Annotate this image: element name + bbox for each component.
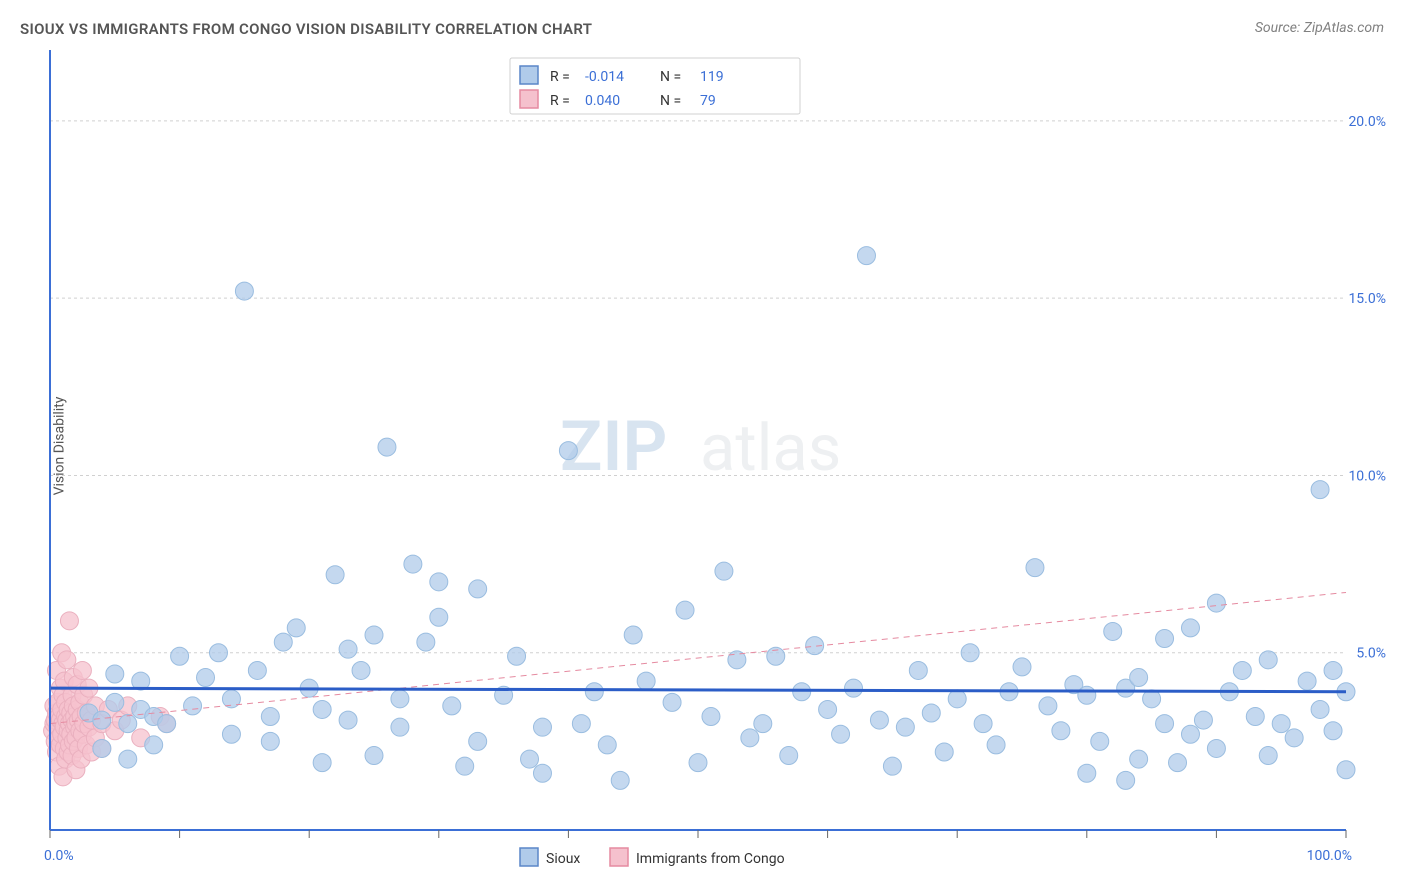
legend-swatch-blue	[520, 66, 538, 84]
svg-text:10.0%: 10.0%	[1348, 468, 1386, 484]
svg-text:0.0%: 0.0%	[44, 848, 74, 864]
svg-text:5.0%: 5.0%	[1356, 646, 1386, 662]
legend-r-label-1: R =	[550, 93, 570, 109]
axes	[50, 50, 1346, 830]
bottom-legend: Sioux Immigrants from Congo	[520, 848, 785, 867]
legend-r-value-0: -0.014	[585, 69, 624, 85]
svg-text:15.0%: 15.0%	[1348, 291, 1386, 307]
y-tick-labels: 5.0% 10.0% 15.0% 20.0%	[1348, 114, 1386, 662]
svg-text:20.0%: 20.0%	[1348, 114, 1386, 130]
legend-r-label-0: R =	[550, 69, 570, 85]
legend-n-label-1: N =	[660, 93, 681, 109]
legend-r-value-1: 0.040	[585, 93, 620, 109]
series-sioux	[80, 247, 1355, 790]
gridlines	[50, 121, 1346, 653]
bottom-legend-label-0: Sioux	[546, 851, 580, 867]
bottom-swatch-pink	[610, 848, 628, 866]
bottom-legend-label-1: Immigrants from Congo	[636, 851, 785, 867]
legend-n-label-0: N =	[660, 69, 681, 85]
legend-n-value-0: 119	[700, 69, 724, 85]
legend-swatch-pink	[520, 90, 538, 108]
bottom-swatch-blue	[520, 848, 538, 866]
legend-n-value-1: 79	[700, 93, 716, 109]
svg-text:100.0%: 100.0%	[1307, 848, 1352, 864]
watermark-atlas: atlas	[700, 410, 841, 486]
x-ticks	[50, 830, 1346, 838]
scatter-chart: ZIP atlas 5.0%10.0%15.0%20.0% 0.0%100.0%…	[0, 0, 1406, 892]
stats-legend: R = -0.014 N = 119 R = 0.040 N = 79	[510, 58, 800, 114]
